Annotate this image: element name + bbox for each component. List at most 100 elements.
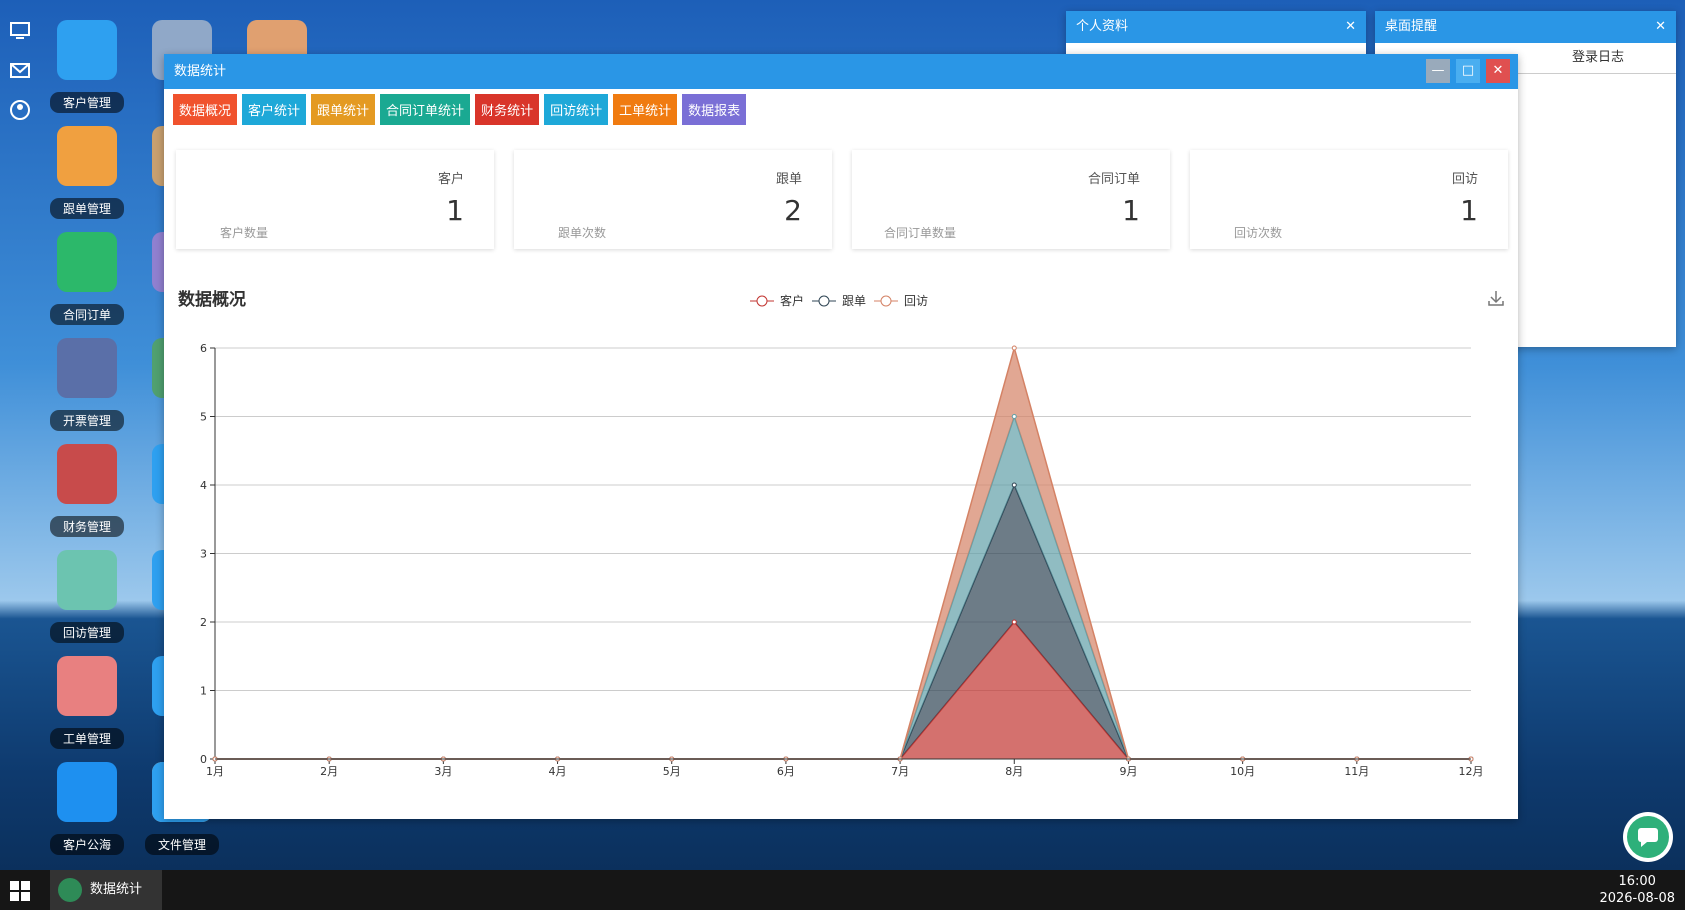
legend-marker [818, 295, 830, 307]
tab-bar: 数据概况 客户统计 跟单统计 合同订单统计 财务统计 回访统计 工单统计 数据报表 [164, 89, 1518, 125]
start-button[interactable] [10, 881, 30, 901]
desktop-icon[interactable] [57, 444, 117, 504]
x-tick-label: 8月 [1005, 765, 1023, 778]
x-tick-label: 4月 [549, 765, 567, 778]
tab[interactable]: 数据概况 [173, 94, 238, 125]
x-tick-label: 6月 [777, 765, 795, 778]
stat-caption: 合同订单数量 [883, 226, 956, 240]
stats-window: 数据统计 — □ ✕ 数据概况 客户统计 跟单统计 合同订单统计 财务统计 回访统计 工单统… [164, 54, 1518, 819]
stat-value: 1 [1460, 194, 1478, 227]
legend-label: 客户 [780, 293, 804, 308]
x-tick-label: 11月 [1344, 765, 1369, 778]
stat-card: 客户 1 客户数量 [176, 150, 494, 249]
legend-marker [880, 295, 892, 307]
desktop-icon[interactable] [57, 656, 117, 716]
x-tick-label: 9月 [1119, 765, 1137, 778]
point [1011, 414, 1017, 419]
x-tick-label: 10月 [1230, 765, 1255, 778]
stat-label: 回访 [1451, 172, 1478, 187]
tab[interactable]: 登录日志 [1572, 50, 1625, 65]
window-title: 数据统计 [174, 64, 227, 79]
tab[interactable]: 数据报表 [682, 94, 747, 125]
y-tick-label: 1 [200, 685, 207, 698]
stat-value: 1 [1122, 194, 1140, 227]
icon-label: 回访管理 [50, 622, 124, 643]
y-tick-label: 5 [200, 411, 207, 424]
stat-label: 跟单 [775, 172, 802, 187]
close[interactable]: ✕ [1655, 19, 1666, 34]
icon-label: 财务管理 [50, 516, 124, 537]
stat-value: 1 [446, 194, 464, 227]
y-tick-label: 4 [200, 479, 207, 492]
stat-caption: 客户数量 [219, 226, 268, 240]
close[interactable]: ✕ [1486, 59, 1510, 83]
legend-label: 跟单 [842, 294, 866, 308]
tabs: 登录日志 [1375, 43, 1676, 74]
date: 2026-08-08 [1599, 891, 1675, 906]
desktop-icon[interactable] [57, 338, 117, 398]
stat-label: 合同订单 [1087, 172, 1140, 187]
sidebar [10, 22, 30, 120]
icon-label: 客户公海 [50, 834, 124, 855]
legend-marker [756, 295, 768, 307]
chart: 数据概况 0 1 2 3 4 5 6 1月 2月 3月 4月 5月 6月 7月 8月 9月 10月 11月 12月 客… [178, 289, 1504, 778]
y-tick-label: 3 [200, 548, 207, 561]
app-label: 数据统计 [90, 882, 143, 897]
stat-value: 2 [784, 194, 802, 227]
tab[interactable]: 回访统计 [544, 94, 609, 125]
tab[interactable]: 合同订单统计 [380, 94, 471, 125]
desktop-icon[interactable] [57, 20, 117, 80]
x-tick-label: 12月 [1459, 765, 1484, 778]
window-header: 数据统计 — □ ✕ [164, 54, 1518, 89]
chart-title: 数据概况 [178, 289, 246, 310]
line [215, 414, 1471, 760]
time: 16:00 [1618, 874, 1656, 889]
x-tick-label: 3月 [434, 765, 452, 778]
tab[interactable]: 工单统计 [613, 94, 678, 125]
desktop-icon[interactable] [57, 762, 117, 822]
download-icon[interactable] [1488, 291, 1504, 306]
x-tick-label: 2月 [320, 765, 338, 778]
window-title: 桌面提醒 [1385, 19, 1438, 34]
icon-label: 工单管理 [50, 728, 124, 749]
desktop-icon[interactable] [57, 232, 117, 292]
point [1011, 482, 1017, 488]
icon-label: 合同订单 [50, 304, 124, 325]
icon-label: 开票管理 [50, 410, 124, 431]
tab[interactable]: 客户统计 [242, 94, 307, 125]
desktop-icon[interactable] [57, 126, 117, 186]
desktop-icon[interactable] [57, 550, 117, 610]
point [1011, 619, 1017, 625]
icon-label: 文件管理 [145, 834, 219, 855]
stat-card: 合同订单 1 合同订单数量 [852, 150, 1170, 249]
stat-caption: 回访次数 [1233, 226, 1282, 240]
icon-label: 跟单管理 [50, 198, 124, 219]
stat-card: 回访 1 回访次数 [1190, 150, 1508, 249]
close[interactable]: ✕ [1345, 19, 1356, 34]
stat-label: 客户 [437, 172, 464, 187]
stat-card: 跟单 2 跟单次数 [514, 150, 832, 249]
minimize[interactable]: — [1426, 59, 1450, 83]
icon-label: 客户管理 [50, 92, 124, 113]
window-header: 桌面提醒 ✕ [1375, 11, 1676, 43]
taskbar: 数据统计 16:00 2026-08-08 [0, 870, 1685, 910]
y-tick-label: 0 [200, 753, 207, 766]
taskbar-app[interactable]: 数据统计 [50, 870, 162, 910]
x-tick-label: 7月 [891, 765, 909, 778]
maximize[interactable]: □ [1456, 59, 1480, 83]
legend-label: 回访 [904, 294, 928, 308]
chat-button[interactable] [1621, 810, 1675, 864]
x-tick-label: 5月 [663, 765, 681, 778]
y-tick-label: 6 [200, 342, 207, 355]
point [1011, 345, 1017, 351]
clock: 16:00 2026-08-08 [1599, 873, 1675, 907]
y-tick-label: 2 [200, 616, 207, 629]
window-title: 个人资料 [1076, 19, 1129, 34]
tab[interactable]: 跟单统计 [311, 94, 376, 125]
tab[interactable]: 财务统计 [475, 94, 540, 125]
area [215, 416, 1471, 759]
window-header: 个人资料 ✕ [1066, 11, 1366, 43]
x-tick-label: 1月 [206, 765, 224, 778]
stat-caption: 跟单次数 [557, 226, 606, 240]
